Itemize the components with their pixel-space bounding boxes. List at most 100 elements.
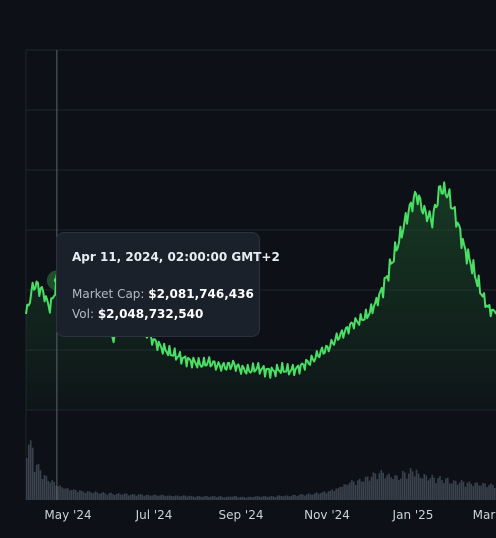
- volume-bar: [120, 494, 122, 500]
- volume-bar: [206, 496, 208, 500]
- volume-bar: [447, 477, 449, 500]
- volume-bar: [233, 496, 236, 500]
- volume-bar: [80, 490, 83, 500]
- volume-bar: [386, 475, 388, 500]
- volume-bar: [135, 495, 138, 500]
- volume-bar: [449, 483, 451, 500]
- volume-bar: [374, 473, 377, 500]
- volume-bar: [313, 493, 316, 500]
- volume-bar: [257, 496, 259, 500]
- volume-bar: [84, 493, 87, 500]
- volume-bar: [413, 476, 416, 500]
- volume-bar: [133, 494, 136, 500]
- volume-bar: [98, 493, 101, 500]
- volume-bar: [394, 475, 396, 500]
- volume-bar: [333, 491, 336, 500]
- volume-bar: [165, 496, 167, 500]
- volume-bar: [194, 497, 196, 500]
- volume-bar: [402, 470, 404, 500]
- volume-bar: [169, 495, 171, 500]
- volume-bar: [145, 494, 148, 500]
- x-axis-ticks: May '24 Jul '24 Sep '24 Nov '24 Jan '25 Mar: [44, 508, 495, 522]
- volume-bar: [378, 473, 381, 500]
- volume-bar: [294, 495, 296, 500]
- volume-bar: [474, 482, 477, 500]
- volume-bar: [341, 486, 343, 500]
- volume-bar: [231, 496, 234, 500]
- tooltip-volume-row: Vol: $2,048,732,540: [72, 304, 244, 324]
- volume-bar: [237, 497, 240, 500]
- volume-bar: [67, 488, 69, 500]
- volume-bar: [470, 483, 473, 500]
- volume-bar: [335, 488, 337, 500]
- volume-bars: [26, 440, 496, 500]
- volume-bar: [176, 495, 179, 500]
- volume-bar: [404, 472, 406, 500]
- volume-bar: [476, 482, 478, 500]
- volume-bar: [196, 496, 198, 500]
- volume-bar: [452, 480, 455, 500]
- volume-bar: [343, 484, 345, 500]
- volume-bar: [468, 481, 471, 500]
- volume-bar: [53, 481, 55, 500]
- volume-bar: [104, 493, 106, 500]
- volume-bar: [270, 496, 273, 500]
- volume-bar: [266, 497, 269, 500]
- volume-bar: [208, 496, 210, 500]
- volume-bar: [486, 487, 488, 500]
- volume-bar: [439, 476, 441, 500]
- volume-bar: [57, 486, 59, 500]
- volume-bar: [407, 473, 410, 500]
- volume-bar: [100, 493, 102, 500]
- volume-bar: [239, 497, 242, 500]
- volume-bar: [437, 478, 439, 500]
- volume-bar: [276, 495, 279, 500]
- volume-bar: [221, 497, 224, 500]
- volume-bar: [198, 496, 200, 500]
- volume-bar: [296, 496, 298, 500]
- volume-bar: [102, 492, 104, 500]
- volume-bar: [73, 489, 75, 500]
- volume-value: $2,048,732,540: [97, 307, 204, 321]
- volume-bar: [190, 496, 193, 500]
- market-cap-label: Market Cap:: [72, 287, 145, 301]
- volume-bar: [478, 485, 480, 500]
- volume-bar: [451, 483, 453, 500]
- volume-bar: [400, 478, 402, 500]
- volume-bar: [35, 464, 38, 500]
- volume-bar: [65, 488, 67, 500]
- volume-bar: [306, 494, 308, 500]
- volume-bar: [431, 474, 433, 500]
- volume-bar: [494, 488, 496, 500]
- volume-bar: [41, 479, 44, 500]
- volume-bar: [351, 480, 353, 500]
- volume-bar: [186, 496, 189, 500]
- volume-bar: [388, 473, 390, 500]
- volume-bar: [90, 492, 93, 500]
- volume-bar: [480, 485, 482, 500]
- volume-bar: [380, 470, 383, 500]
- volume-bar: [235, 496, 238, 500]
- volume-bar: [415, 469, 418, 500]
- volume-bar: [288, 496, 290, 500]
- volume-bar: [71, 489, 73, 500]
- volume-bar: [331, 489, 334, 500]
- volume-bar: [396, 475, 398, 500]
- volume-bar: [170, 496, 173, 500]
- volume-bar: [445, 478, 447, 500]
- volume-bar: [88, 491, 91, 500]
- volume-bar: [308, 493, 310, 500]
- volume-bar: [167, 495, 169, 500]
- volume-bar: [409, 468, 412, 500]
- volume-bar: [319, 493, 322, 500]
- volume-bar: [366, 476, 369, 500]
- volume-bar: [178, 496, 181, 500]
- volume-bar: [61, 487, 63, 500]
- volume-bar: [353, 481, 355, 500]
- volume-bar: [76, 492, 79, 500]
- volume-bar: [75, 490, 77, 500]
- volume-bar: [112, 494, 114, 500]
- volume-bar: [131, 494, 134, 500]
- volume-bar: [443, 482, 445, 500]
- volume-bar: [31, 447, 34, 500]
